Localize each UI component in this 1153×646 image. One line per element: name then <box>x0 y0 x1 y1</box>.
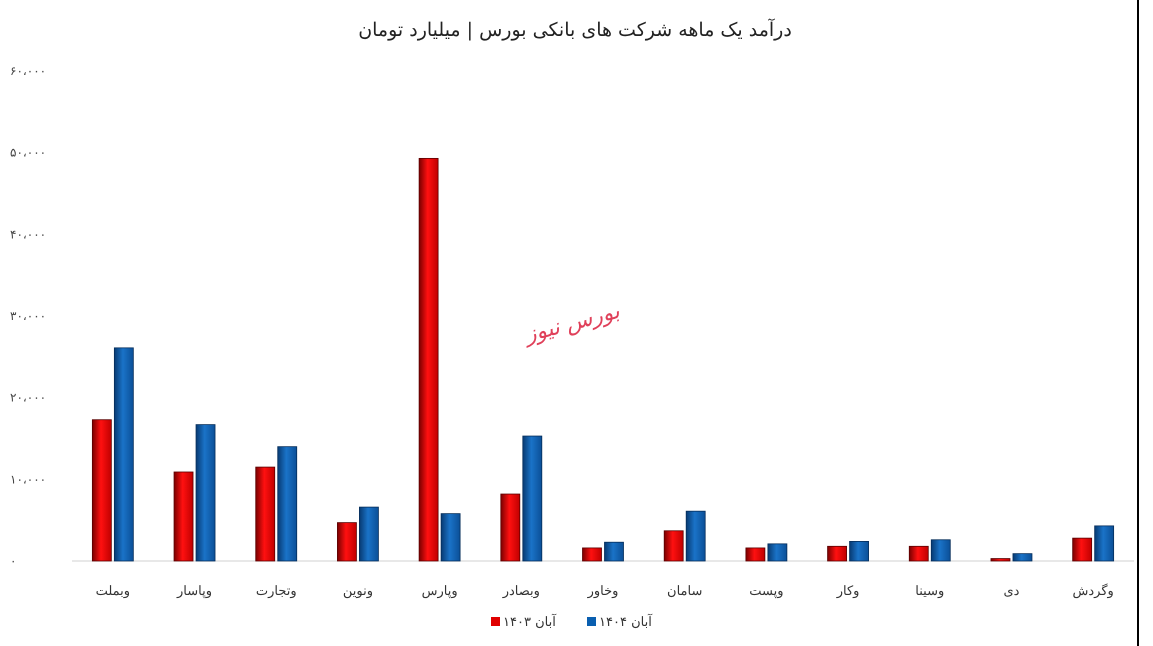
y-tick-label: ۴۰،۰۰۰ <box>10 227 46 241</box>
bar-series-2-9 <box>767 543 788 562</box>
x-tick-label: وخاور <box>587 584 619 599</box>
x-tick-label: وگردش <box>1072 583 1113 599</box>
bars-group <box>91 157 1115 562</box>
legend: آبان ۱۴۰۳ آبان ۱۴۰۴ <box>491 613 653 630</box>
legend-swatch-2 <box>587 617 596 626</box>
bar-series-2-4 <box>359 506 379 562</box>
bar-series-1-11 <box>908 545 929 562</box>
y-tick-label: ۱۰،۰۰۰ <box>10 472 46 486</box>
bar-series-2-6 <box>522 435 543 562</box>
y-tick-label: ۲۰،۰۰۰ <box>10 391 46 405</box>
x-tick-label: وپارس <box>422 584 458 599</box>
bar-series-2-11 <box>930 539 951 562</box>
watermark-logo: بورس نیوز <box>520 299 623 349</box>
bar-series-1-12 <box>990 558 1011 562</box>
bar-series-1-1 <box>91 419 112 562</box>
bar-series-2-3 <box>277 446 298 562</box>
x-tick-label: وتجارت <box>256 584 297 599</box>
legend-label-2: آبان ۱۴۰۴ <box>599 613 653 630</box>
x-tick-label: وپست <box>749 584 783 599</box>
bar-series-1-13 <box>1072 537 1093 562</box>
bar-series-2-2 <box>195 424 216 562</box>
bar-series-1-7 <box>582 547 602 562</box>
bar-series-2-8 <box>685 510 706 562</box>
chart-title: درآمد یک ماهه شرکت های بانکی بورس | میلی… <box>358 18 792 41</box>
bar-series-2-5 <box>440 513 461 562</box>
y-tick-label: ۳۰،۰۰۰ <box>10 309 46 323</box>
x-tick-label: وبصادر <box>502 584 540 599</box>
bar-series-2-13 <box>1094 525 1115 562</box>
bar-series-2-12 <box>1012 553 1033 562</box>
x-tick-label: وسینا <box>915 584 944 599</box>
bar-series-1-5 <box>418 157 439 562</box>
x-tick-label: دی <box>1003 584 1019 599</box>
bar-series-2-10 <box>849 541 869 562</box>
y-tick-label: ۰ <box>10 554 16 568</box>
bar-series-1-10 <box>827 545 847 562</box>
bar-series-1-4 <box>337 522 357 562</box>
x-axis: وبملت وپاسار وتجارت ونوین وپارس وبصادر وخاور سا… <box>96 583 1114 599</box>
bar-series-1-8 <box>663 530 684 562</box>
frame-border <box>1137 0 1139 646</box>
bar-series-1-2 <box>173 471 194 562</box>
bar-series-2-1 <box>113 347 134 562</box>
x-tick-label: وکار <box>836 584 860 599</box>
bar-series-1-3 <box>255 466 276 562</box>
legend-swatch-1 <box>491 617 500 626</box>
y-tick-label: ۵۰،۰۰۰ <box>10 146 46 160</box>
legend-label-1: آبان ۱۴۰۳ <box>503 613 557 630</box>
x-tick-label: سامان <box>667 584 702 599</box>
x-tick-label: وپاسار <box>176 584 212 599</box>
y-tick-label: ۶۰،۰۰۰ <box>10 64 46 78</box>
bar-series-1-6 <box>500 493 521 562</box>
bar-series-2-7 <box>604 541 624 562</box>
y-axis: ۰ ۱۰،۰۰۰ ۲۰،۰۰۰ ۳۰،۰۰۰ ۴۰،۰۰۰ ۵۰،۰۰۰ ۶۰،۰۰۰ <box>10 64 46 568</box>
bar-series-1-9 <box>745 547 766 562</box>
x-tick-label: ونوین <box>343 584 373 599</box>
x-tick-label: وبملت <box>96 584 130 599</box>
